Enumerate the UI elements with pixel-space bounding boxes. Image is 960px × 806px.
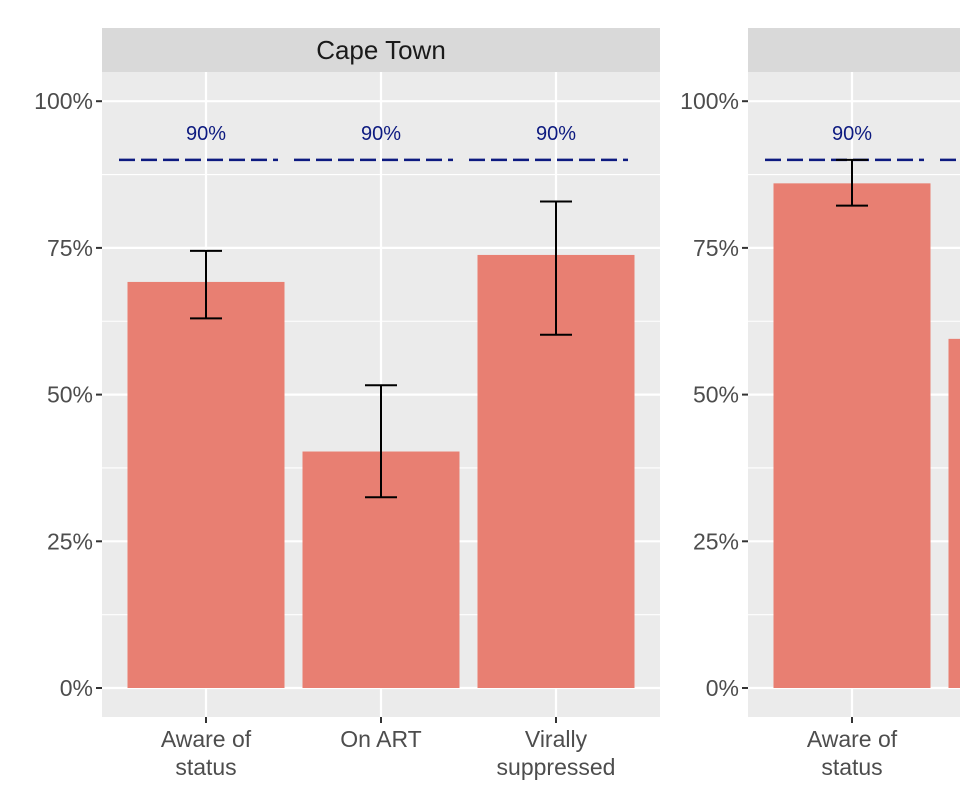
x-tick-label: status bbox=[175, 754, 236, 780]
bar bbox=[127, 281, 285, 688]
x-tick-label: Virally bbox=[525, 726, 588, 752]
x-tick-label: Aware of bbox=[161, 726, 252, 752]
y-tick-label: 100% bbox=[34, 88, 93, 114]
x-tick-label: Aware of bbox=[807, 726, 898, 752]
facet-title: Cape Town bbox=[316, 35, 446, 65]
facet-strip bbox=[748, 28, 960, 72]
target-label: 90% bbox=[361, 123, 401, 145]
y-tick-label: 25% bbox=[693, 528, 739, 554]
y-tick-label: 50% bbox=[693, 382, 739, 408]
facet-strip bbox=[102, 28, 660, 72]
x-tick-label: On ART bbox=[340, 726, 421, 752]
target-label: 90% bbox=[186, 123, 226, 145]
y-tick-label: 100% bbox=[680, 88, 739, 114]
y-tick-label: 75% bbox=[47, 235, 93, 261]
x-tick-label: suppressed bbox=[497, 754, 616, 780]
bar bbox=[773, 183, 931, 689]
bar bbox=[948, 338, 960, 688]
target-label: 90% bbox=[832, 123, 872, 145]
target-label: 90% bbox=[536, 123, 576, 145]
y-tick-label: 25% bbox=[47, 528, 93, 554]
y-tick-label: 50% bbox=[47, 382, 93, 408]
x-tick-label: status bbox=[821, 754, 882, 780]
y-tick-label: 0% bbox=[60, 675, 93, 701]
y-tick-label: 75% bbox=[693, 235, 739, 261]
y-tick-label: 0% bbox=[706, 675, 739, 701]
panel-1: 90% 90% 90% Cape Town 0% 25% 50% 75% 100% Aware o… bbox=[34, 28, 660, 780]
